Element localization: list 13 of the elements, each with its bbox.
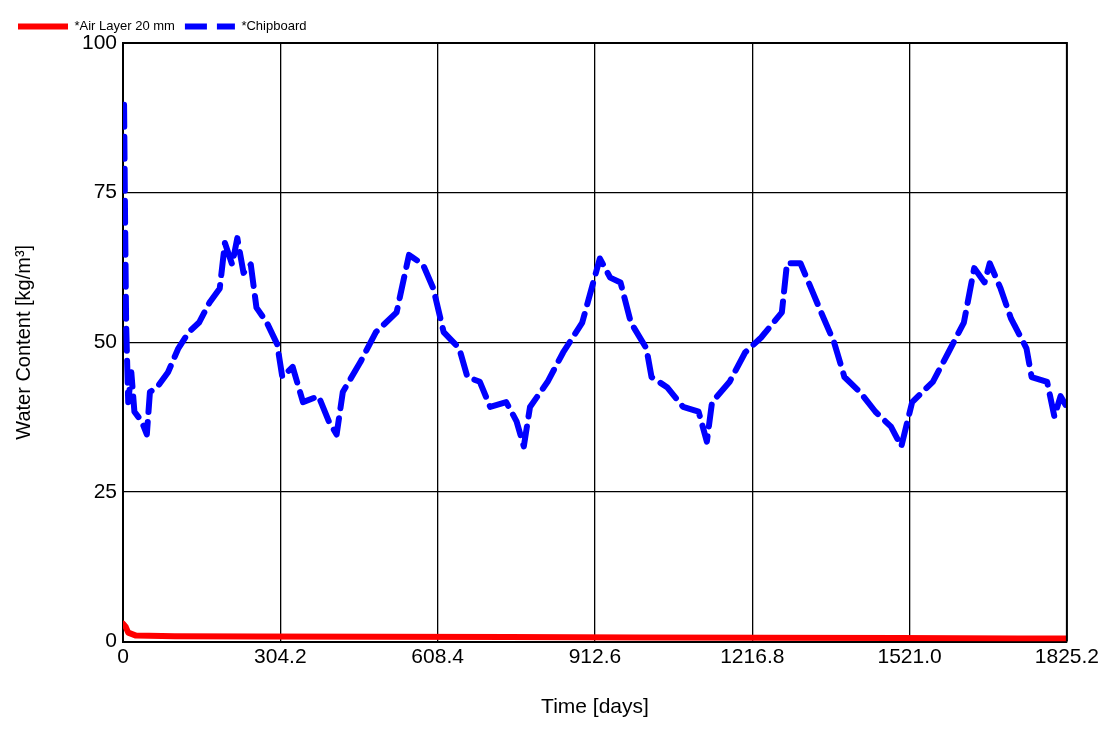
y-tick-label: 25	[93, 478, 118, 502]
x-tick-label: 912.6	[568, 644, 622, 667]
y-tick-label: 75	[93, 179, 118, 203]
x-axis-title: Time [days]	[541, 694, 649, 718]
x-tick-label: 608.4	[411, 644, 465, 667]
x-tick-label: 304.2	[254, 644, 307, 667]
y-tick-label: 50	[93, 329, 118, 353]
legend-label: *Chipboard	[241, 18, 307, 34]
y-axis-title: Water Content [kg/m³]	[11, 244, 34, 440]
y-tick-label: 0	[105, 628, 118, 652]
x-tick-label: 1216.8	[720, 644, 785, 667]
x-tick-label: 1521.0	[877, 644, 942, 667]
x-tick-label: 1825.2	[1034, 644, 1099, 667]
